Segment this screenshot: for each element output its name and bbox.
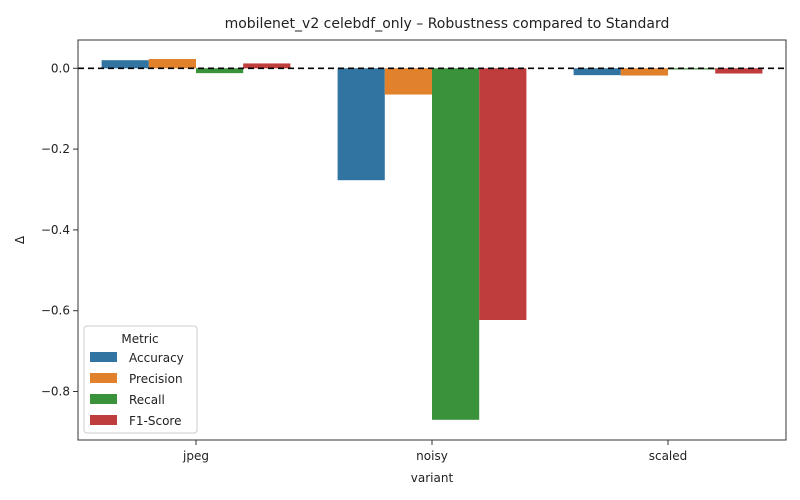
bar-noisy-precision [384, 68, 432, 95]
y-tick-label: −0.2 [41, 142, 70, 156]
x-tick-label: noisy [416, 449, 448, 463]
legend-swatch-precision [90, 373, 117, 383]
y-tick-label: −0.6 [41, 304, 70, 318]
bar-noisy-accuracy [337, 68, 385, 181]
x-tick-label: scaled [649, 449, 688, 463]
y-axis-label: Δ [13, 235, 27, 244]
legend-entry-precision: Precision [129, 372, 183, 386]
bar-jpeg-accuracy [101, 60, 149, 69]
legend-swatch-accuracy [90, 352, 117, 362]
bar-noisy-f1-score [479, 68, 527, 320]
legend-swatch-f1-score [90, 415, 117, 425]
bar-jpeg-precision [148, 58, 196, 69]
legend-entry-accuracy: Accuracy [129, 351, 184, 365]
bar-scaled-precision [620, 68, 668, 76]
legend-swatch-recall [90, 394, 117, 404]
plot-area [78, 58, 786, 420]
bar-jpeg-f1-score [243, 63, 291, 69]
legend-title: Metric [121, 332, 158, 346]
legend-entry-f1-score: F1-Score [129, 414, 181, 428]
bar-scaled-f1-score [715, 68, 763, 74]
bar-noisy-recall [432, 68, 480, 420]
bar-scaled-accuracy [573, 68, 621, 76]
x-axis-label: variant [411, 471, 454, 485]
y-tick-label: 0.0 [51, 61, 70, 75]
chart-title: mobilenet_v2 celebdf_only – Robustness c… [225, 16, 670, 32]
legend: Metric Accuracy Precision Recall F1-Score [83, 325, 198, 434]
legend-entry-recall: Recall [129, 393, 165, 407]
x-tick-label: jpeg [182, 449, 209, 463]
y-tick-label: −0.8 [41, 385, 70, 399]
y-tick-label: −0.4 [41, 223, 70, 237]
bar-jpeg-recall [196, 68, 244, 74]
